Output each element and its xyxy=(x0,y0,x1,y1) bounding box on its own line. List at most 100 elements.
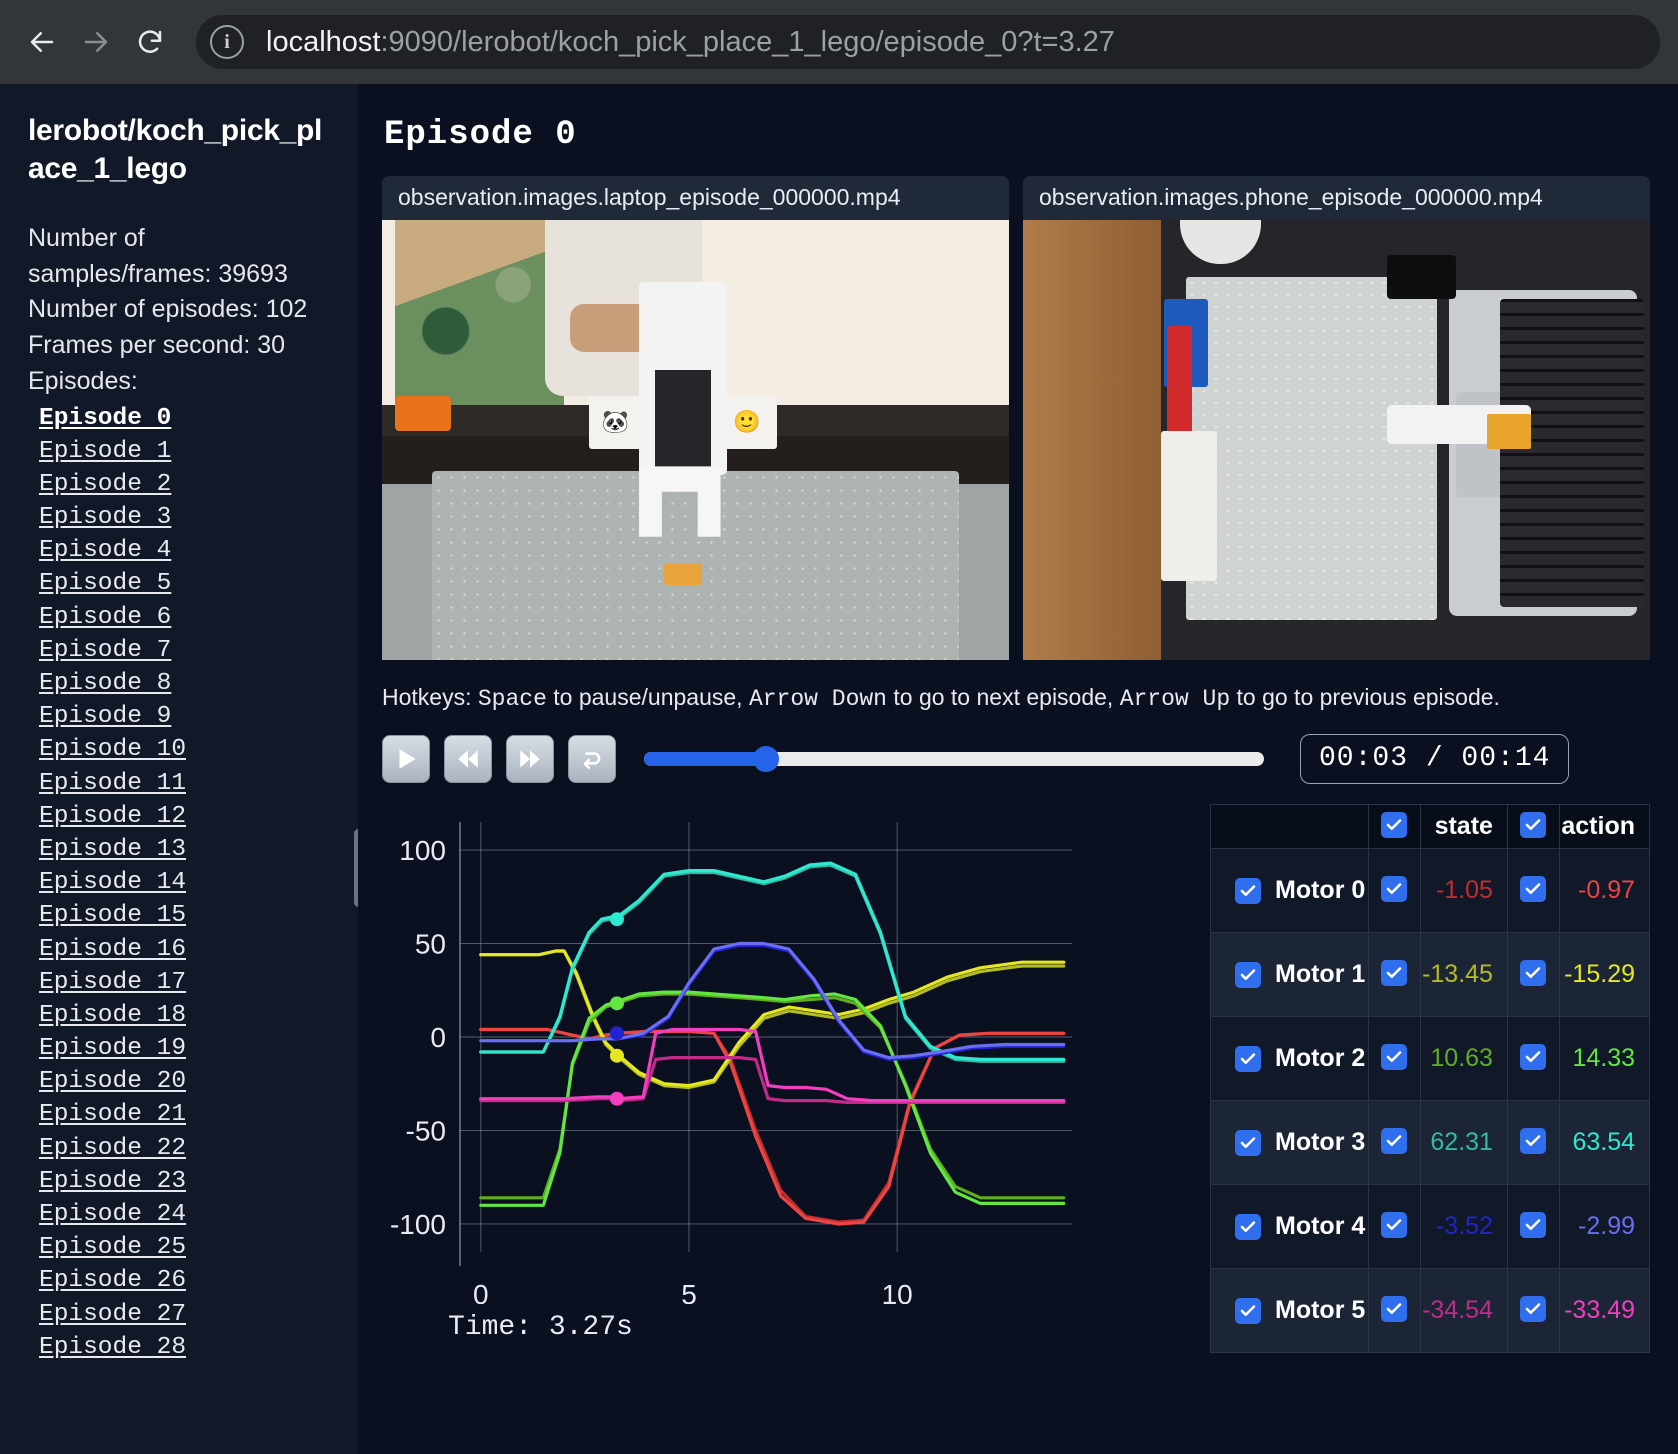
seek-thumb[interactable] xyxy=(752,746,779,772)
row-checkbox[interactable] xyxy=(1381,1212,1408,1238)
row-checkbox[interactable] xyxy=(1520,1212,1547,1238)
sidebar-episode-link[interactable]: Episode 22 xyxy=(39,1134,187,1162)
action-checkbox-cell[interactable] xyxy=(1506,1100,1560,1185)
sidebar-episode-link[interactable]: Episode 0 xyxy=(39,404,172,432)
action-checkbox-cell[interactable] xyxy=(1506,1016,1560,1101)
rewind-button[interactable] xyxy=(444,735,492,783)
row-checkbox[interactable] xyxy=(1235,1129,1261,1156)
sidebar-episode-link[interactable]: Episode 20 xyxy=(39,1068,187,1096)
episodes-heading: Episodes: xyxy=(28,366,138,395)
row-checkbox[interactable] xyxy=(1381,876,1408,902)
sidebar-episode-link[interactable]: Episode 14 xyxy=(39,869,187,897)
row-checkbox[interactable] xyxy=(1520,1128,1547,1154)
state-checkbox-cell[interactable] xyxy=(1367,1100,1421,1185)
sidebar-episode-link[interactable]: Episode 25 xyxy=(39,1234,187,1262)
row-checkbox[interactable] xyxy=(1381,1296,1408,1322)
action-checkbox-cell[interactable] xyxy=(1506,848,1560,933)
sidebar-episode-link[interactable]: Episode 13 xyxy=(39,835,187,863)
action-checkbox-cell[interactable] xyxy=(1506,1184,1560,1269)
sidebar-episode-link[interactable]: Episode 21 xyxy=(39,1101,187,1129)
motors-table: state action Motor 0 -1.05 -0.97 Motor 1 -13… xyxy=(1210,804,1651,1353)
header-row: state action xyxy=(1210,804,1651,849)
sidebar-episode-link[interactable]: Episode 24 xyxy=(39,1201,187,1229)
sidebar-episode-link[interactable]: Episode 18 xyxy=(39,1001,187,1029)
motor-name-cell[interactable]: Motor 1 xyxy=(1210,932,1369,1017)
back-button[interactable] xyxy=(18,18,66,66)
sidebar-episode-link[interactable]: Episode 16 xyxy=(39,935,187,963)
sidebar-episode-link[interactable]: Episode 17 xyxy=(39,968,187,996)
row-checkbox[interactable] xyxy=(1235,1297,1261,1324)
sidebar-episode-link[interactable]: Episode 10 xyxy=(39,736,187,764)
motor-name-cell[interactable]: Motor 3 xyxy=(1210,1100,1369,1185)
row-checkbox[interactable] xyxy=(1381,1128,1408,1154)
video-player-laptop[interactable]: 🐼 🙂 xyxy=(382,220,1009,660)
chart-series-line xyxy=(479,990,1066,1207)
row-checkbox[interactable] xyxy=(1520,960,1547,986)
action-value: -15.29 xyxy=(1558,932,1651,1017)
state-value: -1.05 xyxy=(1419,848,1508,933)
row-checkbox[interactable] xyxy=(1235,877,1261,904)
video-player-phone[interactable] xyxy=(1023,220,1650,660)
sidebar-episode-link[interactable]: Episode 15 xyxy=(39,902,187,930)
motor-name-cell[interactable]: Motor 4 xyxy=(1210,1184,1369,1269)
row-checkbox[interactable] xyxy=(1520,1296,1547,1322)
check-icon xyxy=(1526,883,1541,895)
sidebar-episode-link[interactable]: Episode 8 xyxy=(39,670,172,698)
sidebar-episode-link[interactable]: Episode 26 xyxy=(39,1267,187,1295)
sidebar-episode-link[interactable]: Episode 1 xyxy=(39,437,172,465)
state-value: -13.45 xyxy=(1419,932,1508,1017)
play-icon xyxy=(399,749,416,769)
sidebar-episode-link[interactable]: Episode 12 xyxy=(39,802,187,830)
check-icon xyxy=(1240,884,1256,896)
motor-name-cell[interactable]: Motor 5 xyxy=(1210,1268,1369,1353)
loop-button[interactable] xyxy=(568,735,616,783)
motor-label: Motor 5 xyxy=(1275,1296,1366,1324)
sidebar-episode-link[interactable]: Episode 7 xyxy=(39,636,172,664)
site-info-icon[interactable]: i xyxy=(210,25,244,59)
motor-name-cell[interactable]: Motor 2 xyxy=(1210,1016,1369,1101)
state-checkbox-cell[interactable] xyxy=(1367,1184,1421,1269)
check-icon xyxy=(1386,819,1402,831)
header-state-checkbox-cell[interactable] xyxy=(1367,804,1421,849)
sidebar-episode-link[interactable]: Episode 4 xyxy=(39,537,172,565)
row-checkbox[interactable] xyxy=(1235,1045,1261,1072)
address-bar[interactable]: i localhost:9090/lerobot/koch_pick_place… xyxy=(196,15,1660,69)
state-column-checkbox[interactable] xyxy=(1381,812,1408,838)
play-button[interactable] xyxy=(382,735,430,783)
row-checkbox[interactable] xyxy=(1381,1044,1408,1070)
state-checkbox-cell[interactable] xyxy=(1367,848,1421,933)
check-icon xyxy=(1386,967,1402,979)
sidebar-episode-link[interactable]: Episode 2 xyxy=(39,470,172,498)
timeseries-chart[interactable]: -100 -50 0 50 100 0 5 10 Time: 3.27s xyxy=(382,804,1200,1353)
sidebar-resize-handle[interactable] xyxy=(354,829,358,907)
action-checkbox-cell[interactable] xyxy=(1506,1268,1560,1353)
sidebar-episode-link[interactable]: Episode 3 xyxy=(39,504,172,532)
state-checkbox-cell[interactable] xyxy=(1367,1016,1421,1101)
state-checkbox-cell[interactable] xyxy=(1367,1268,1421,1353)
row-checkbox[interactable] xyxy=(1520,1044,1547,1070)
sidebar-episode-link[interactable]: Episode 27 xyxy=(39,1300,187,1328)
sidebar-episode-link[interactable]: Episode 6 xyxy=(39,603,172,631)
hotkeys-text-1: to pause/unpause, xyxy=(546,684,749,710)
row-checkbox[interactable] xyxy=(1235,1213,1261,1240)
sidebar-episode-link[interactable]: Episode 5 xyxy=(39,570,172,598)
action-column-checkbox[interactable] xyxy=(1520,812,1547,838)
forward-button[interactable] xyxy=(72,18,120,66)
dataset-title: lerobot/koch_pick_place_1_lego xyxy=(28,114,323,186)
sidebar-episode-link[interactable]: Episode 28 xyxy=(39,1333,187,1361)
seek-track[interactable] xyxy=(644,746,1264,772)
sidebar-episode-link[interactable]: Episode 11 xyxy=(39,769,187,797)
action-checkbox-cell[interactable] xyxy=(1506,932,1560,1017)
sidebar-episode-link[interactable]: Episode 19 xyxy=(39,1035,187,1063)
row-checkbox[interactable] xyxy=(1520,876,1547,902)
sidebar-episode-link[interactable]: Episode 9 xyxy=(39,703,172,731)
seek-bar[interactable] xyxy=(644,735,1264,783)
reload-button[interactable] xyxy=(126,18,174,66)
header-action-checkbox-cell[interactable] xyxy=(1506,804,1560,849)
sidebar-episode-link[interactable]: Episode 23 xyxy=(39,1167,187,1195)
fast-forward-button[interactable] xyxy=(506,735,554,783)
motor-name-cell[interactable]: Motor 0 xyxy=(1210,848,1369,933)
state-checkbox-cell[interactable] xyxy=(1367,932,1421,1017)
row-checkbox[interactable] xyxy=(1235,961,1261,988)
row-checkbox[interactable] xyxy=(1381,960,1408,986)
